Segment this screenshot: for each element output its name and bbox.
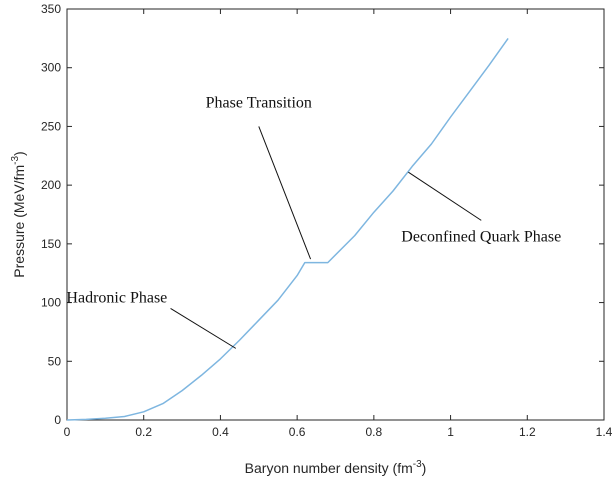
annotation-label: Phase Transition (206, 95, 312, 112)
annotation-pointer-line (408, 171, 482, 221)
axis-ticks: 0 0.2 0.4 0.6 0.8 1 1.2 1.4 0 50 100 150 200 250 300 35… (41, 2, 613, 439)
y-tick-label: 350 (41, 2, 61, 16)
x-tick-label: 1.2 (519, 425, 536, 439)
x-axis-label-text: Baryon number density (fm (245, 460, 413, 476)
y-axis-label-suffix: ) (11, 151, 27, 156)
x-axis-label-exponent: -3 (413, 459, 422, 470)
x-tick-label: 0.6 (289, 425, 306, 439)
y-axis-label-exponent: -3 (10, 156, 21, 165)
x-tick-label: 1 (447, 425, 454, 439)
x-tick-label: 0 (64, 425, 71, 439)
annotation-pointer-line (258, 126, 312, 260)
y-tick-label: 250 (41, 119, 61, 133)
series-line (66, 37, 509, 421)
annotation-layer: Phase Transition Hadronic Phase Deconfined… (66, 95, 561, 349)
y-axis-label-text: Pressure (MeV/fm (11, 165, 27, 278)
y-tick-label: 150 (41, 237, 61, 251)
x-tick-label: 0.2 (135, 425, 152, 439)
x-tick-label: 0.8 (366, 425, 383, 439)
annotation-pointer-line (170, 308, 237, 349)
annotation-label: Hadronic Phase (66, 290, 167, 307)
y-tick-label: 100 (41, 296, 61, 310)
series-layer (66, 37, 509, 421)
y-tick-label: 200 (41, 178, 61, 192)
plot-area-box (66, 8, 605, 421)
x-axis-label-suffix: ) (422, 460, 427, 476)
y-tick-label: 50 (48, 354, 62, 368)
annotation-label: Deconfined Quark Phase (401, 229, 561, 246)
y-tick-label: 300 (41, 61, 61, 75)
x-tick-label: 1.4 (596, 425, 613, 439)
x-axis-label: Baryon number density (fm-3) (245, 459, 427, 476)
y-tick-label: 0 (54, 413, 61, 427)
y-axis-label: Pressure (MeV/fm-3) (10, 151, 27, 277)
x-tick-label: 0.4 (212, 425, 229, 439)
